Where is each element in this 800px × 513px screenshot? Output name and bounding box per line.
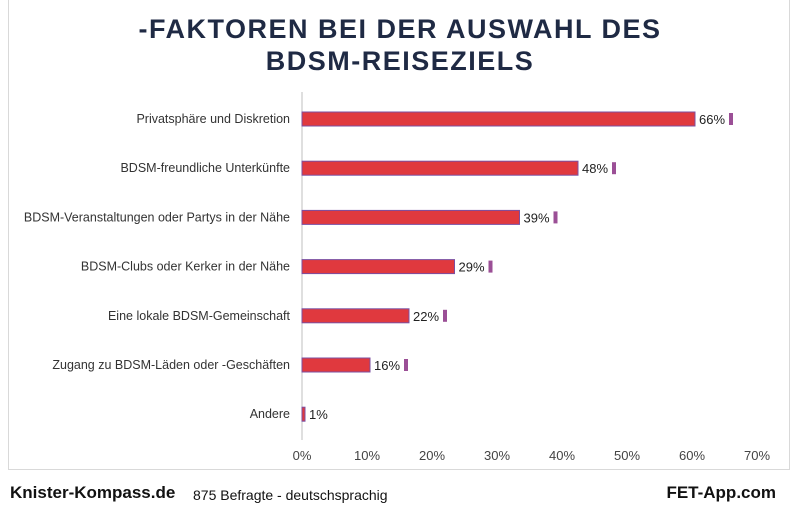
data-label: 22% <box>413 309 439 324</box>
data-label: 16% <box>374 358 400 373</box>
value-marker <box>488 260 493 273</box>
bar <box>301 308 410 324</box>
category-label: Zugang zu BDSM-Läden oder -Geschäften <box>52 358 290 372</box>
bar <box>301 406 306 422</box>
category-label: Privatsphäre und Diskretion <box>136 112 290 126</box>
data-label: 39% <box>524 210 550 225</box>
x-tick-label: 20% <box>419 448 445 463</box>
footer-left-brand: Knister-Kompass.de <box>10 483 176 502</box>
x-tick-label: 10% <box>354 448 380 463</box>
category-label: BDSM-Veranstaltungen oder Partys in der … <box>24 210 290 224</box>
x-tick-label: 70% <box>744 448 770 463</box>
bar <box>301 357 371 373</box>
value-marker <box>404 359 408 371</box>
value-marker <box>443 309 447 322</box>
bar <box>301 209 520 225</box>
bar <box>301 160 579 176</box>
data-label: 48% <box>582 161 608 176</box>
value-marker <box>553 211 558 224</box>
category-label: BDSM-freundliche Unterkünfte <box>120 161 290 175</box>
value-marker <box>729 113 733 125</box>
chart-frame <box>8 0 790 470</box>
bar <box>301 111 696 127</box>
x-tick-label: 0% <box>293 448 312 463</box>
footer-right-brand: FET-App.com <box>666 483 776 502</box>
category-label: BDSM-Clubs oder Kerker in der Nähe <box>81 260 290 274</box>
value-marker <box>612 162 616 175</box>
x-tick-label: 40% <box>549 448 575 463</box>
category-label: Eine lokale BDSM-Gemeinschaft <box>108 309 291 323</box>
data-label: 1% <box>309 407 328 422</box>
data-label: 66% <box>699 112 725 127</box>
category-label: Andere <box>250 407 290 421</box>
chart-title-line-2: BDSM-REISEZIELS <box>265 46 535 76</box>
chart-title-line-1: -FAKTOREN BEI DER AUSWAHL DES <box>138 14 662 44</box>
x-tick-label: 60% <box>679 448 705 463</box>
bar <box>301 259 455 275</box>
footer-note: 875 Befragte - deutschsprachig <box>193 487 388 503</box>
x-tick-label: 50% <box>614 448 640 463</box>
x-tick-label: 30% <box>484 448 510 463</box>
data-label: 29% <box>459 260 485 275</box>
